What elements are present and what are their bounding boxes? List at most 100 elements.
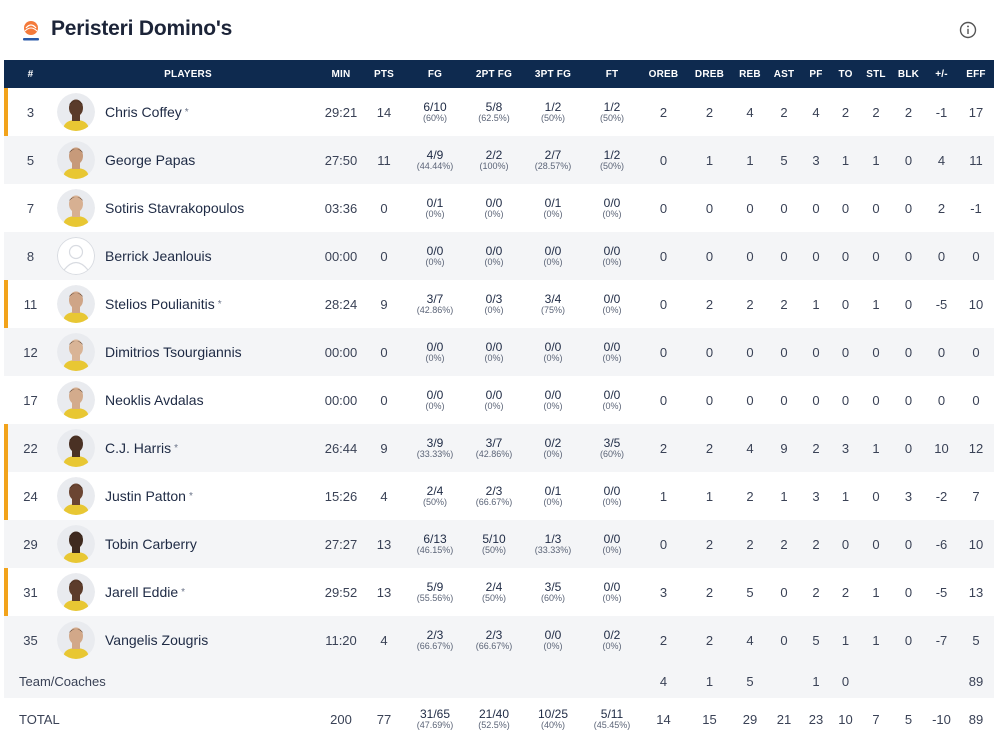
column-header-pf[interactable]: PF — [809, 68, 823, 80]
starter-asterisk: * — [174, 442, 179, 454]
two-point-fg-percentage: (100%) — [479, 160, 509, 171]
two-point-fg-percentage: (50%) — [481, 544, 506, 555]
player-name-link[interactable]: Dimitrios Tsourgiannis — [105, 344, 242, 360]
player-row[interactable]: 29 Tobin Carberry 27:27 13 6/13 (46.15%) 5/10… — [4, 520, 994, 568]
three-point-fg-made-attempted: 3/5 — [544, 579, 562, 594]
minutes: 29:52 — [324, 584, 358, 600]
stat-oreb: 0 — [659, 296, 668, 312]
player-avatar — [57, 333, 95, 371]
column-header-oreb[interactable]: OREB — [648, 68, 679, 80]
free-throws-made-attempted: 0/0 — [603, 531, 621, 546]
player-row[interactable]: 12 Dimitrios Tsourgiannis 00:00 0 0/0 (0%) 0/… — [4, 328, 994, 376]
column-header-stl[interactable]: STL — [866, 68, 886, 80]
stat-pf: 0 — [812, 200, 820, 216]
player-name-link[interactable]: Berrick Jeanlouis — [105, 248, 212, 264]
player-row[interactable]: 17 Neoklis Avdalas 00:00 0 0/0 (0%) 0/0 (0%) 0/… — [4, 376, 994, 424]
player-name-link[interactable]: Jarell Eddie — [105, 584, 179, 600]
player-row[interactable]: 7 Sotiris Stavrakopoulos 03:36 0 0/1 (0%) 0/0… — [4, 184, 994, 232]
total-ast: 21 — [776, 711, 792, 727]
box-score-table: # PLAYERS MIN PTS FG 2PT FG 3PT FG FT OREB DREB RE… — [4, 60, 994, 740]
two-point-fg-made-attempted: 2/3 — [485, 627, 503, 642]
column-header-3pt-fg[interactable]: 3PT FG — [534, 68, 572, 80]
stat-to: 1 — [841, 632, 850, 648]
stat-blk: 0 — [904, 584, 913, 600]
player-name-link[interactable]: Chris Coffey — [105, 104, 182, 120]
player-name-link[interactable]: C.J. Harris — [105, 440, 172, 456]
field-goals: 6/13 (46.15%) — [405, 520, 465, 568]
column-header-eff[interactable]: EFF — [966, 68, 986, 80]
two-point-fg-made-attempted: 2/2 — [485, 147, 503, 162]
free-throws: 3/5 (60%) — [583, 424, 641, 472]
two-point-fg: 0/0 (0%) — [465, 232, 523, 280]
stat-pf: 5 — [812, 632, 820, 648]
column-header-dreb[interactable]: DREB — [694, 68, 725, 80]
stat-eff: 12 — [968, 440, 984, 456]
total-reb: 29 — [742, 711, 758, 727]
column-header-ast[interactable]: AST — [773, 68, 795, 80]
stat-pm: 10 — [934, 440, 949, 456]
free-throws: 0/0 (0%) — [583, 184, 641, 232]
free-throws-made-attempted: 1/2 — [603, 99, 621, 114]
stat-to: 2 — [841, 104, 850, 120]
stat-dreb: 0 — [705, 248, 714, 264]
points: 4 — [380, 632, 388, 648]
field-goals: 2/3 (66.67%) — [405, 616, 465, 664]
player-name-link[interactable]: Justin Patton — [105, 488, 186, 504]
three-point-fg: 0/1 (0%) — [523, 184, 583, 232]
stat-blk: 2 — [904, 104, 913, 120]
column-header-ft[interactable]: FT — [605, 68, 619, 80]
column-header-reb[interactable]: REB — [739, 68, 761, 80]
player-row[interactable]: 8 Berrick Jeanlouis 00:00 0 0/0 (0%) 0/0 (0%) 0… — [4, 232, 994, 280]
starter-indicator — [4, 568, 8, 616]
column-header-blk[interactable]: BLK — [897, 68, 920, 80]
field-goals-percentage: (0%) — [425, 208, 445, 219]
column-header-players[interactable]: PLAYERS — [164, 68, 212, 80]
jersey-number-text: 29 — [23, 536, 38, 552]
player-avatar — [57, 573, 95, 611]
stat-oreb: 0 — [659, 344, 668, 360]
minutes: 15:26 — [324, 488, 358, 504]
column-header-min[interactable]: MIN — [331, 68, 351, 80]
stat-to: 0 — [841, 673, 850, 689]
column-header-to[interactable]: TO — [838, 68, 853, 80]
stat-blk: 0 — [904, 200, 913, 216]
player-row[interactable]: 5 George Papas 27:50 11 4/9 (44.44%) 2/2 (100%… — [4, 136, 994, 184]
jersey-number: 8 — [4, 232, 57, 280]
column-header-fg[interactable]: FG — [427, 68, 443, 80]
stat-pf: 1 — [812, 296, 820, 312]
player-avatar — [57, 477, 95, 515]
points: 9 — [380, 440, 388, 456]
player-name-link[interactable]: Tobin Carberry — [105, 536, 197, 552]
player-name-link[interactable]: Sotiris Stavrakopoulos — [105, 200, 245, 216]
player-row[interactable]: 11 Stelios Poulianitis * 28:24 9 3/7 (42.86%)… — [4, 280, 994, 328]
three-point-fg-made-attempted: 0/0 — [544, 387, 562, 402]
field-goals-percentage: (44.44%) — [416, 160, 454, 171]
two-point-fg-percentage: (66.67%) — [475, 640, 513, 651]
player-name-link[interactable]: Neoklis Avdalas — [105, 392, 204, 408]
player-name-link[interactable]: Stelios Poulianitis — [105, 296, 215, 312]
player-row[interactable]: 35 Vangelis Zougris 11:20 4 2/3 (66.67%) 2/3(… — [4, 616, 994, 664]
player-name-link[interactable]: Vangelis Zougris — [105, 632, 209, 648]
stat-eff: 0 — [972, 344, 980, 360]
jersey-number-text: 3 — [26, 104, 35, 120]
stat-eff: 7 — [972, 488, 980, 504]
minutes: 00:00 — [324, 392, 358, 408]
column-header-2pt-fg[interactable]: 2PT FG — [475, 68, 513, 80]
player-row[interactable]: 22 C.J. Harris * 26:44 9 3/9 (33.33%) 3/7 (42.8… — [4, 424, 994, 472]
column-header-[interactable]: +/- — [935, 68, 948, 80]
total-two-point-fg: 21/40 (52.5%) — [465, 698, 523, 740]
stat-pm: -5 — [935, 296, 948, 312]
column-header-[interactable]: # — [27, 68, 34, 80]
stat-oreb: 1 — [659, 488, 668, 504]
column-header-pts[interactable]: PTS — [373, 68, 395, 80]
player-row[interactable]: 31 Jarell Eddie * 29:52 13 5/9 (55.56%) 2/4 (50… — [4, 568, 994, 616]
player-name-link[interactable]: George Papas — [105, 152, 196, 168]
stat-eff: 10 — [968, 536, 984, 552]
info-circle-icon[interactable] — [959, 21, 977, 39]
player-row[interactable]: 24 Justin Patton * 15:26 4 2/4 (50%) 2/3 (66.67… — [4, 472, 994, 520]
free-throws-percentage: (0%) — [602, 352, 622, 363]
player-row[interactable]: 3 Chris Coffey * 29:21 14 6/10 (60%) 5/8 (62.5%… — [4, 88, 994, 136]
stat-to: 0 — [841, 392, 850, 408]
stat-eff: 0 — [972, 392, 980, 408]
player-avatar — [57, 429, 95, 467]
